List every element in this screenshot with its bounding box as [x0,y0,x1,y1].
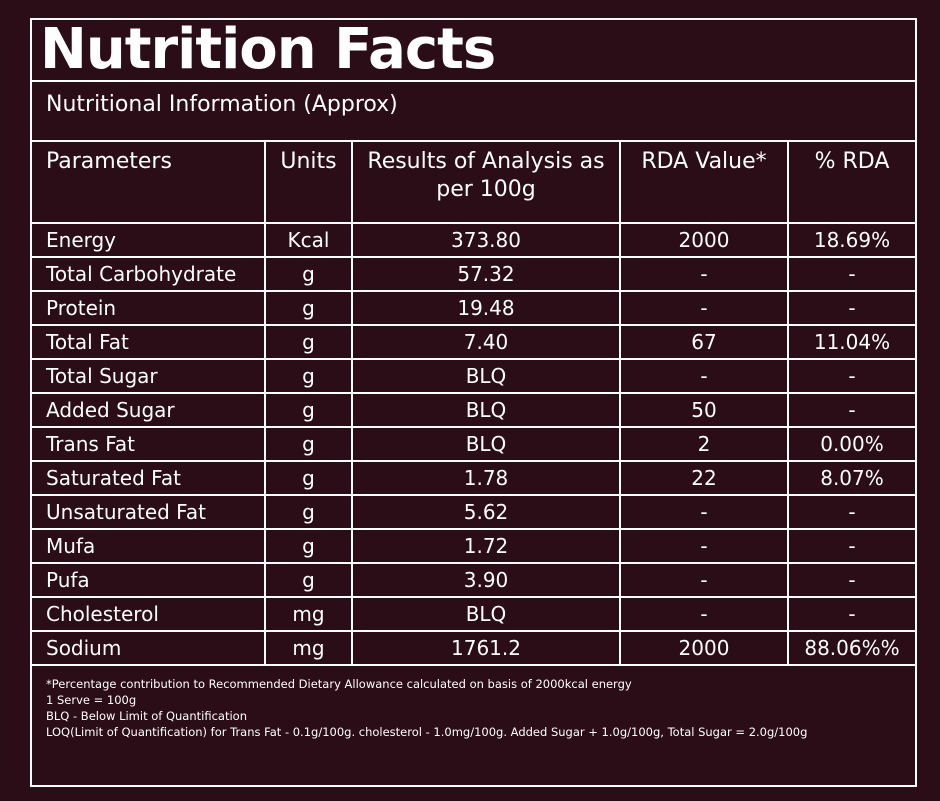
footnote: *Percentage contribution to Recommended … [46,677,632,691]
table-cell: Total Fat [32,324,266,360]
footnotes: *Percentage contribution to Recommended … [32,666,915,740]
header-row: Parameters Units Results of Analysis as pe… [32,142,915,224]
table-cell: Saturated Fat [32,460,266,496]
table-cell: 67 [619,324,789,360]
column-header: Results of Analysis as per 100g [351,142,621,224]
table-cell: - [619,494,789,530]
table-cell: - [787,358,915,394]
table-cell: - [787,290,915,326]
table-cell: 22 [619,460,789,496]
table-cell: g [264,494,353,530]
title: Nutrition Facts [32,20,915,82]
table-cell: 11.04% [787,324,915,360]
table-cell: 2 [619,426,789,462]
table-cell: 50 [619,392,789,428]
table-cell: BLQ [351,358,621,394]
table-cell: 18.69% [787,222,915,258]
table-cell: g [264,256,353,292]
table-cell: 2000 [619,630,789,666]
table-row: Cholesterol mg BLQ - - [32,596,915,632]
table-cell: - [787,596,915,632]
column-header: % RDA [787,142,915,224]
table-cell: g [264,324,353,360]
table-cell: Total Sugar [32,358,266,394]
table-cell: Unsaturated Fat [32,494,266,530]
table-cell: - [619,290,789,326]
table-row: Trans Fat g BLQ 2 0.00% [32,426,915,462]
table-cell: - [787,528,915,564]
table-cell: - [787,562,915,598]
footnote: 1 Serve = 100g [46,693,137,707]
table-row: Added Sugar g BLQ 50- [32,392,915,428]
column-header: Units [264,142,353,224]
table-cell: mg [264,630,353,666]
table-cell: g [264,426,353,462]
table-cell: BLQ [351,596,621,632]
table-cell: - [619,358,789,394]
table-cell: Protein [32,290,266,326]
table-cell: Sodium [32,630,266,666]
subtitle: Nutritional Information (Approx) [32,82,915,142]
table-row: Unsaturated Fat g 5.62- - [32,494,915,530]
table-cell: 57.32 [351,256,621,292]
table-cell: g [264,392,353,428]
table-cell: - [619,562,789,598]
table-cell: - [787,256,915,292]
table-cell: g [264,460,353,496]
table-cell: g [264,358,353,394]
table-cell: 373.80 [351,222,621,258]
table-cell: Mufa [32,528,266,564]
table-cell: 1.78 [351,460,621,496]
table-cell: Trans Fat [32,426,266,462]
table-cell: BLQ [351,392,621,428]
table-cell: 5.62 [351,494,621,530]
table-cell: 1761.2 [351,630,621,666]
table-cell: g [264,290,353,326]
table-row: Total Fat g 7.40 67 11.04% [32,324,915,360]
table-cell: Kcal [264,222,353,258]
table-cell: 88.06%% [787,630,915,666]
nutrition-panel: Nutrition Facts Nutritional Information … [30,18,917,787]
table-row: Protein g 19.48- - [32,290,915,326]
table-cell: Energy [32,222,266,258]
footnote: LOQ(Limit of Quantification) for Trans F… [46,725,808,739]
table-row: Saturated Fat g 1.78 22 8.07% [32,460,915,496]
table-cell: - [619,528,789,564]
table-cell: Cholesterol [32,596,266,632]
table-row: Energy Kcal 373.80 2000 18.69% [32,222,915,258]
table-cell: Added Sugar [32,392,266,428]
table-row: Sodium mg 1761.2 2000 88.06%% [32,630,915,666]
table-cell: - [619,596,789,632]
footnote: BLQ - Below Limit of Quantification [46,709,247,723]
table-cell: g [264,562,353,598]
table-cell: BLQ [351,426,621,462]
table-cell: - [619,256,789,292]
table-cell: 2000 [619,222,789,258]
table-cell: 1.72 [351,528,621,564]
table-cell: - [787,392,915,428]
column-header: RDA Value* [619,142,789,224]
table-cell: Pufa [32,562,266,598]
table-cell: - [787,494,915,530]
table-body: Energy Kcal 373.80 2000 18.69% Total Carbohyd… [32,222,915,666]
nutrition-table: Parameters Units Results of Analysis as pe… [32,142,915,666]
table-row: Mufa g 1.72- - [32,528,915,564]
table-cell: 8.07% [787,460,915,496]
table-row: Pufa g 3.90- - [32,562,915,598]
table-cell: g [264,528,353,564]
table-cell: Total Carbohydrate [32,256,266,292]
table-head: Parameters Units Results of Analysis as pe… [32,142,915,224]
table-cell: mg [264,596,353,632]
table-cell: 7.40 [351,324,621,360]
table-cell: 3.90 [351,562,621,598]
column-header: Parameters [32,142,266,224]
table-cell: 0.00% [787,426,915,462]
table-row: Total Sugar g BLQ - - [32,358,915,394]
table-row: Total Carbohydrate g 57.32- - [32,256,915,292]
table-cell: 19.48 [351,290,621,326]
